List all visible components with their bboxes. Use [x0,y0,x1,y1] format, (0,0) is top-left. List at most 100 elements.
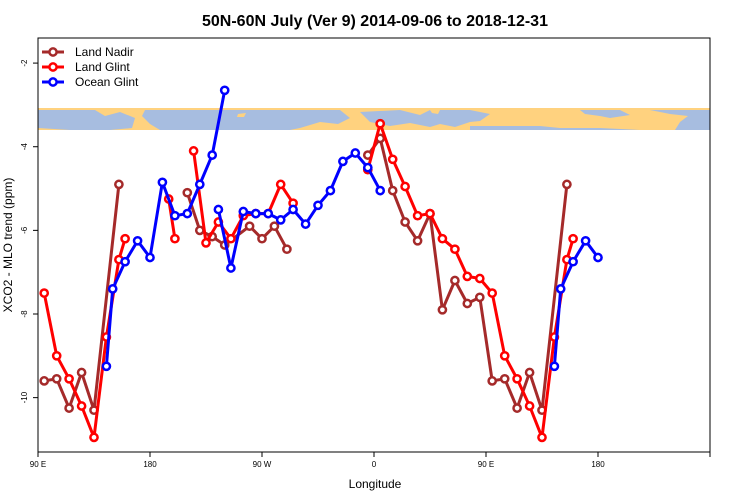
data-point [145,252,155,263]
x-tick-label: 180 [143,460,157,469]
data-point [194,225,205,236]
legend-entry: Ocean Glint [75,75,139,89]
world-map-strip [38,108,710,130]
data-point [89,432,99,443]
data-point [325,185,336,196]
data-point [39,376,50,386]
data-point [182,187,193,198]
data-point [170,233,180,244]
data-point [263,208,274,219]
data-point [400,217,410,227]
legend-marker [48,47,58,57]
data-point [375,185,386,196]
data-point [51,350,62,361]
x-axis-label: Longitude [349,477,402,491]
data-point [437,304,448,315]
data-point [226,233,236,244]
data-point [39,288,50,298]
data-point [512,403,522,413]
data-point [244,221,255,232]
data-point [462,298,473,309]
y-tick-label: -10 [20,391,29,403]
x-tick-label: 0 [372,460,377,469]
series-line [104,90,227,367]
data-point [400,181,410,192]
y-axis: -2 -4 -6 -8 -10 [20,59,38,403]
y-tick-label: -6 [20,226,29,234]
x-tick-label: 180 [591,460,605,469]
data-point [226,263,236,273]
data-point [213,204,224,215]
data-point [487,376,498,386]
data-point [425,208,435,219]
x-axis: 90 E 180 90 W 0 90 E 180 [30,452,711,469]
data-point [562,179,572,190]
y-axis-label: XCO2 - MLO trend (ppm) [1,178,15,313]
data-point [76,401,87,411]
data-point [437,233,448,244]
data-point [450,244,460,255]
data-point [338,156,348,167]
data-point [282,244,292,255]
data-point [76,367,87,378]
chart-title: 50N-60N July (Ver 9) 2014-09-06 to 2018-… [202,13,548,30]
data-point [120,256,130,267]
data-point [524,401,535,411]
data-point [188,146,199,156]
data-point [512,373,522,384]
data-point [64,373,74,384]
data-point [101,361,112,372]
data-point [499,373,510,384]
x-tick-label: 90 E [478,460,494,469]
data-point [269,221,280,232]
data-point [51,373,62,384]
data-point [207,150,218,160]
data-point [387,154,398,165]
data-point [288,204,298,215]
data-point [487,288,498,298]
data-point [474,292,485,303]
series-land-glint [39,118,578,443]
series-line [366,122,575,439]
legend-entry: Land Glint [75,60,130,74]
data-point [450,275,460,286]
data-point [275,179,286,190]
series-ocean-glint [101,85,603,372]
data-point [238,206,249,217]
data-point [593,252,603,263]
data-point [549,361,560,372]
data-point [387,185,398,196]
data-point [537,432,547,443]
data-point [257,233,267,244]
data-point [568,256,578,267]
legend-marker [48,62,58,72]
data-point [107,284,118,294]
data-point [250,208,261,219]
legend-marker [48,77,58,87]
y-tick-label: -8 [20,310,29,318]
data-point [182,208,193,219]
data-point [580,235,591,246]
data-point [362,162,373,173]
data-point [524,367,535,378]
y-tick-label: -2 [20,59,29,67]
y-tick-label: -4 [20,143,29,151]
data-point [412,210,423,221]
x-tick-label: 90 W [253,460,272,469]
data-point [350,148,361,158]
data-point [201,238,211,248]
data-point [474,273,485,284]
data-point [64,403,74,413]
data-point [375,118,386,129]
data-point [275,215,286,225]
data-point [157,177,168,188]
data-point [499,350,510,361]
data-point [120,233,130,244]
data-point [555,284,566,294]
data-point [114,179,124,190]
data-point [462,271,473,282]
data-point [412,235,423,246]
data-point [219,85,230,96]
